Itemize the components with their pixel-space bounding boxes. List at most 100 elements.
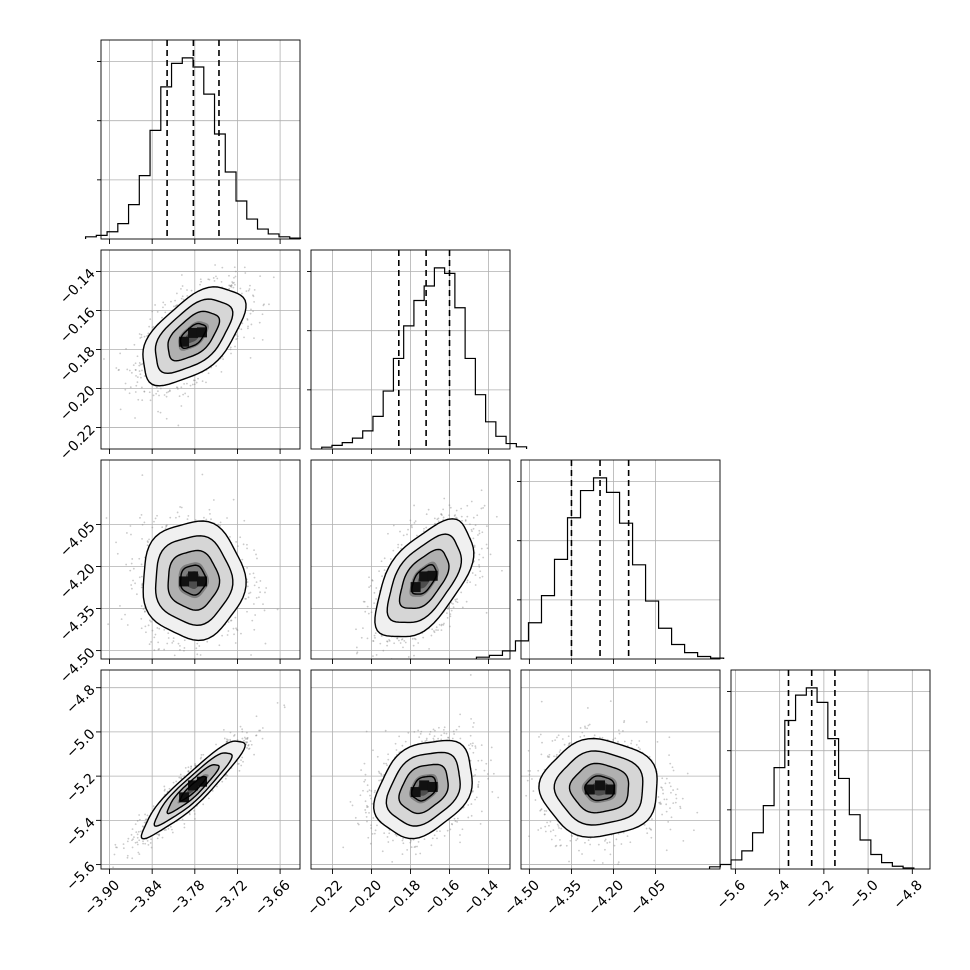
x-tick-label: −5.0	[846, 877, 881, 912]
sample-point	[169, 825, 172, 828]
sample-point	[428, 733, 431, 736]
sample-point	[200, 756, 203, 759]
sample-point	[645, 721, 648, 723]
sample-point	[190, 765, 193, 768]
sample-point	[598, 736, 601, 739]
sample-point	[143, 335, 146, 338]
sample-point	[134, 823, 137, 826]
sample-point	[472, 775, 475, 777]
sample-point	[226, 774, 229, 777]
sample-point	[378, 570, 380, 573]
sample-point	[355, 646, 358, 649]
sample-point	[374, 789, 377, 792]
sample-point	[143, 375, 146, 377]
sample-point	[676, 788, 679, 791]
sample-point	[579, 735, 582, 738]
sample-point	[433, 834, 436, 837]
sample-point	[410, 846, 413, 849]
sample-point	[163, 648, 166, 651]
sample-point	[246, 737, 249, 740]
contour-1	[167, 310, 221, 362]
sample-point	[387, 753, 390, 756]
sample-point	[460, 507, 463, 510]
sample-point	[357, 823, 360, 826]
sample-point	[375, 598, 378, 600]
sample-point	[162, 306, 164, 309]
sample-point	[248, 747, 251, 750]
sample-point	[187, 395, 190, 398]
sample-point	[526, 779, 529, 782]
sample-point	[659, 802, 662, 805]
sample-point	[258, 729, 261, 732]
sample-point	[196, 653, 199, 656]
sample-point	[416, 534, 418, 537]
sample-point	[235, 627, 237, 630]
sample-point	[528, 835, 530, 838]
sample-point	[165, 395, 168, 398]
sample-point	[179, 506, 182, 508]
sample-point	[229, 348, 232, 351]
sample-point	[177, 424, 180, 427]
sample-point	[181, 285, 184, 287]
sample-point	[664, 782, 667, 785]
sample-point	[229, 731, 232, 734]
sample-point	[158, 833, 161, 836]
sample-point	[544, 830, 547, 833]
sample-point	[450, 602, 453, 604]
sample-point	[452, 730, 455, 733]
panel-0-0	[84, 39, 302, 244]
sample-point	[368, 586, 370, 588]
sample-point	[425, 526, 428, 529]
sample-point	[124, 382, 127, 385]
sample-point	[140, 386, 143, 389]
panel-frame	[100, 249, 301, 450]
x-tick-label: −0.18	[382, 877, 424, 919]
sample-point	[603, 840, 606, 842]
sample-point	[617, 861, 620, 864]
sample-point	[240, 328, 243, 331]
sample-point	[414, 853, 417, 856]
sample-point	[355, 652, 358, 655]
sample-point	[456, 817, 459, 820]
sample-point	[147, 624, 150, 627]
x-tick-label: −3.66	[252, 877, 294, 919]
sample-point	[268, 303, 270, 306]
sample-point	[665, 849, 668, 852]
sample-point	[394, 833, 397, 836]
sample-point	[489, 553, 492, 556]
sample-point	[363, 780, 366, 783]
sample-point	[176, 386, 179, 389]
sample-point	[460, 515, 463, 518]
sample-point	[157, 410, 159, 413]
sample-point	[223, 737, 226, 740]
y-tick-label: −4.35	[57, 603, 99, 645]
sample-point	[126, 856, 129, 859]
density-cell	[419, 780, 430, 791]
sample-point	[501, 569, 503, 572]
sample-point	[479, 576, 481, 579]
sample-point	[263, 303, 265, 306]
sample-point	[367, 836, 370, 839]
sample-point	[460, 591, 463, 594]
sample-point	[183, 826, 186, 829]
sample-point	[147, 843, 150, 846]
sample-point	[659, 801, 662, 804]
sample-point	[252, 572, 255, 575]
sample-point	[551, 740, 554, 742]
sample-point	[233, 633, 235, 636]
sample-point	[140, 333, 143, 336]
sample-point	[143, 521, 146, 524]
sample-point	[107, 623, 110, 626]
sample-point	[663, 798, 666, 801]
sample-point	[478, 558, 480, 561]
sample-point	[402, 534, 405, 537]
sample-point	[165, 828, 167, 831]
sample-point	[250, 743, 253, 746]
sample-point	[483, 769, 486, 772]
sample-point	[252, 603, 255, 605]
x-tick-label: −4.50	[501, 877, 543, 919]
sample-point	[250, 323, 253, 326]
sample-point	[539, 733, 542, 736]
sample-point	[411, 637, 414, 640]
sample-point	[130, 833, 133, 836]
